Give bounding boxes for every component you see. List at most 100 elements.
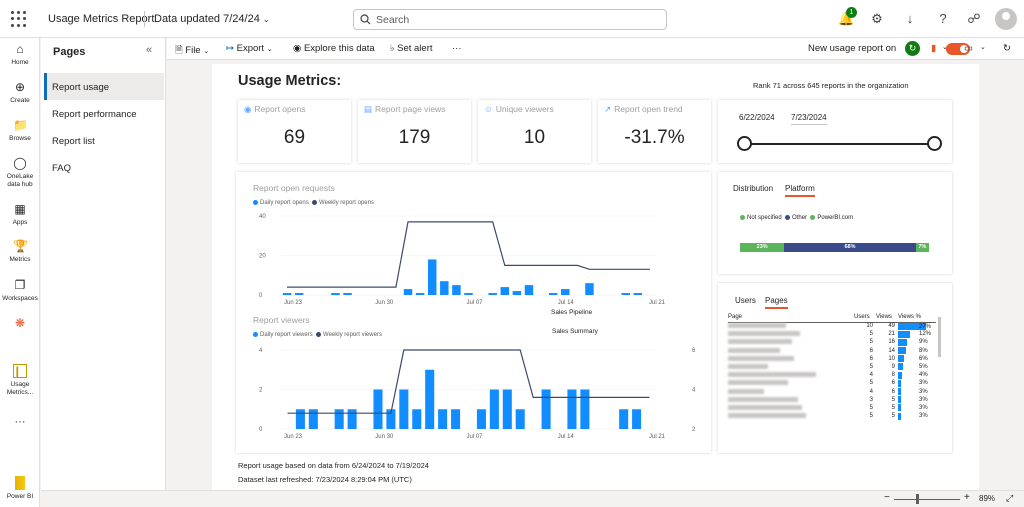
chevron-down-icon[interactable]: ⌄ bbox=[980, 44, 986, 51]
tab-pages[interactable]: Pages bbox=[765, 296, 788, 309]
page-title: Usage Metrics: bbox=[238, 73, 342, 89]
bar bbox=[438, 409, 448, 429]
export-menu[interactable]: ↦ Export ⌄ bbox=[226, 43, 273, 54]
table-scrollbar[interactable] bbox=[938, 317, 941, 357]
redacted-text bbox=[728, 363, 768, 369]
col-page[interactable]: Page bbox=[728, 313, 854, 323]
platform-segment[interactable]: 68% bbox=[784, 243, 916, 252]
nav-metrics[interactable]: 🏆 Metrics bbox=[0, 239, 40, 264]
page-item-report-usage[interactable]: Report usage bbox=[44, 73, 164, 100]
avatar[interactable] bbox=[995, 8, 1017, 30]
pages-panel: Pages « Report usage Report performance … bbox=[41, 38, 166, 490]
platform-stacked-bar: 23% 68% 7% bbox=[740, 243, 933, 252]
nav-apps[interactable]: ▦ Apps bbox=[0, 202, 40, 227]
bookmark-icon[interactable]: ▮ bbox=[931, 43, 937, 54]
app-launcher-icon[interactable] bbox=[11, 11, 27, 27]
chevron-down-icon[interactable]: ⌄ bbox=[942, 44, 948, 51]
page-item-faq[interactable]: FAQ bbox=[44, 154, 164, 181]
x-tick-label: Jul 07 bbox=[467, 434, 484, 440]
new-usage-toggle[interactable] bbox=[946, 43, 970, 55]
zoom-in-icon[interactable]: + bbox=[964, 492, 970, 503]
nav-onelake[interactable]: ◯ OneLake data hub bbox=[0, 156, 40, 189]
download-icon[interactable]: ↓ bbox=[906, 11, 914, 26]
col-views[interactable]: Views bbox=[876, 313, 898, 323]
nav-browse[interactable]: 📁 Browse bbox=[0, 118, 40, 143]
x-tick-label: Jun 30 bbox=[375, 300, 394, 306]
kpi-label-text: Report open trend bbox=[614, 104, 683, 114]
zoom-slider[interactable] bbox=[894, 499, 960, 500]
bar bbox=[343, 293, 352, 295]
y-tick-label: 0 bbox=[259, 293, 263, 299]
table-row[interactable]: 4 8 4% bbox=[728, 371, 936, 379]
footnote-refreshed: Dataset last refreshed: 7/23/2024 8:29:0… bbox=[238, 475, 412, 484]
table-row[interactable]: 5 21 12% bbox=[728, 330, 936, 338]
zoom-out-icon[interactable]: − bbox=[884, 492, 890, 503]
users-cell: 6 bbox=[869, 355, 873, 362]
views-cell: 16 bbox=[888, 339, 895, 346]
help-icon[interactable]: ? bbox=[939, 11, 947, 26]
data-updated-dropdown[interactable]: Data updated 7/24/24 ⌄ bbox=[154, 13, 270, 25]
end-date[interactable]: 7/23/2024 bbox=[791, 113, 827, 125]
table-row[interactable]: 5 16 9% bbox=[728, 338, 936, 346]
zoom-handle[interactable] bbox=[916, 494, 919, 504]
views-pct-cell: 12% bbox=[898, 330, 936, 338]
tab-platform[interactable]: Platform bbox=[785, 184, 815, 197]
bar bbox=[619, 409, 629, 429]
x-tick-label: Jul 21 bbox=[649, 300, 666, 306]
nav-create[interactable]: ⊕ Create bbox=[0, 80, 40, 105]
set-alert-button[interactable]: ♭ Set alert bbox=[390, 43, 433, 54]
nav-home[interactable]: ⌂ Home bbox=[0, 42, 40, 67]
col-views-pct[interactable]: Views % bbox=[898, 313, 936, 323]
views-pct-value: 3% bbox=[919, 388, 928, 395]
table-row[interactable]: 6 14 8% bbox=[728, 347, 936, 355]
explore-button[interactable]: ◉ Explore this data bbox=[293, 43, 375, 54]
nav-workspaces[interactable]: ❐ Workspaces bbox=[0, 278, 40, 303]
search-placeholder: Search bbox=[376, 14, 410, 26]
table-row[interactable]: 5 9 5% bbox=[728, 363, 936, 371]
reload-icon[interactable]: ↻ bbox=[1003, 43, 1011, 54]
refresh-status-icon[interactable]: ↻ bbox=[905, 41, 920, 56]
table-row[interactable]: 5 5 3% bbox=[728, 412, 936, 420]
page-name-redacted bbox=[728, 330, 854, 338]
views-pct-cell: 3% bbox=[898, 379, 936, 387]
platform-segment[interactable]: 23% bbox=[740, 243, 785, 252]
table-row[interactable]: 6 10 6% bbox=[728, 355, 936, 363]
table-row[interactable]: 10 49 27% bbox=[728, 322, 936, 330]
slider-end-handle[interactable] bbox=[927, 136, 942, 151]
view-icon[interactable]: ▭ bbox=[964, 43, 973, 54]
tab-users[interactable]: Users bbox=[735, 296, 756, 305]
table-row[interactable]: 5 6 3% bbox=[728, 379, 936, 387]
y-tick-label: 4 bbox=[259, 348, 263, 354]
gear-icon[interactable]: ⚙ bbox=[871, 11, 883, 26]
search-box[interactable]: Search bbox=[353, 9, 667, 30]
file-menu[interactable]: 🗎 File ⌄ bbox=[175, 43, 209, 59]
table-row[interactable]: 3 5 3% bbox=[728, 396, 936, 404]
nav-powerbi[interactable]: Power BI bbox=[0, 476, 40, 501]
platform-segment[interactable]: 7% bbox=[915, 243, 930, 252]
views-cell: 5 bbox=[891, 396, 895, 403]
data-updated-label: Data updated 7/24/24 bbox=[154, 13, 260, 25]
nav-workspace-app[interactable]: ❋ bbox=[0, 316, 40, 333]
table-row[interactable]: 4 6 3% bbox=[728, 388, 936, 396]
redacted-text bbox=[728, 388, 764, 394]
page-item-report-list[interactable]: Report list bbox=[44, 127, 164, 154]
legend-dot bbox=[316, 332, 322, 337]
nav-usage-metrics[interactable]: ▎ Usage Metrics... bbox=[0, 364, 40, 397]
more-icon[interactable]: ··· bbox=[14, 416, 26, 428]
fit-page-icon[interactable]: ⤢ bbox=[1006, 493, 1014, 503]
share-icon[interactable]: ☍ bbox=[967, 11, 981, 26]
slider-start-handle[interactable] bbox=[737, 136, 752, 151]
export-label: Export bbox=[236, 43, 265, 54]
col-users[interactable]: Users bbox=[854, 313, 876, 323]
page-item-report-performance[interactable]: Report performance bbox=[44, 100, 164, 127]
table-row[interactable]: 5 5 3% bbox=[728, 404, 936, 412]
more-options-button[interactable]: ··· bbox=[452, 43, 462, 54]
users-cell: 5 bbox=[869, 413, 873, 420]
start-date[interactable]: 6/22/2024 bbox=[739, 113, 775, 122]
views-cell: 10 bbox=[888, 355, 895, 362]
views-pct-cell: 3% bbox=[898, 396, 936, 404]
tab-distribution[interactable]: Distribution bbox=[733, 184, 774, 193]
views-cell: 14 bbox=[888, 347, 895, 354]
bar bbox=[347, 409, 357, 429]
collapse-icon[interactable]: « bbox=[146, 44, 153, 56]
